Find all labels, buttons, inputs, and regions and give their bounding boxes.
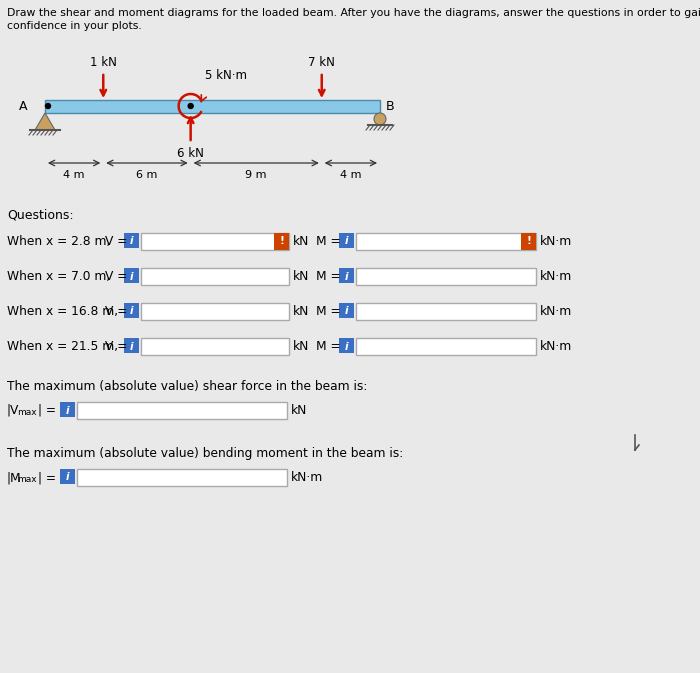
Text: kN·m: kN·m	[540, 305, 573, 318]
Text: 4 m: 4 m	[340, 170, 362, 180]
Text: max: max	[17, 475, 36, 484]
Text: 9 m: 9 m	[246, 170, 267, 180]
Text: i: i	[344, 306, 349, 316]
Bar	[141, 303, 289, 320]
Text: |M: |M	[7, 471, 22, 484]
Text: kN·m: kN·m	[540, 340, 573, 353]
Bar	[274, 233, 289, 250]
Text: M =: M =	[316, 305, 341, 318]
Text: M =: M =	[316, 235, 341, 248]
Text: max: max	[17, 408, 36, 417]
Text: 1 kN: 1 kN	[90, 56, 117, 69]
Text: The maximum (absolute value) bending moment in the beam is:: The maximum (absolute value) bending mom…	[7, 447, 403, 460]
Text: kN: kN	[291, 404, 307, 417]
Text: i: i	[66, 472, 69, 483]
Bar	[45, 100, 380, 113]
Text: i: i	[344, 236, 349, 246]
Text: When x = 21.5 m,: When x = 21.5 m,	[7, 340, 118, 353]
Text: kN: kN	[293, 235, 309, 248]
Bar	[356, 233, 536, 250]
Text: confidence in your plots.: confidence in your plots.	[7, 21, 141, 31]
Text: kN·m: kN·m	[291, 471, 323, 484]
Text: M =: M =	[316, 270, 341, 283]
Bar	[339, 338, 354, 353]
Text: | =: | =	[38, 471, 56, 484]
Text: When x = 2.8 m,: When x = 2.8 m,	[7, 235, 111, 248]
Bar	[77, 469, 287, 486]
Text: i: i	[130, 271, 133, 281]
Text: V =: V =	[105, 340, 127, 353]
Bar	[356, 338, 536, 355]
Text: A: A	[18, 100, 27, 112]
Text: 5 kN·m: 5 kN·m	[204, 69, 246, 82]
Text: Draw the shear and moment diagrams for the loaded beam. After you have the diagr: Draw the shear and moment diagrams for t…	[7, 8, 700, 18]
Circle shape	[46, 104, 50, 108]
Text: i: i	[66, 406, 69, 415]
Bar	[356, 303, 536, 320]
Bar	[339, 268, 354, 283]
Text: i: i	[130, 341, 133, 351]
Circle shape	[188, 104, 193, 108]
Bar	[124, 303, 139, 318]
Text: i: i	[344, 271, 349, 281]
Bar	[141, 268, 289, 285]
Text: 6 kN: 6 kN	[177, 147, 204, 160]
Text: B: B	[386, 100, 395, 112]
Bar	[141, 233, 289, 250]
Bar	[77, 402, 287, 419]
Polygon shape	[35, 113, 55, 130]
Bar	[124, 233, 139, 248]
Bar	[60, 469, 75, 484]
Bar	[124, 338, 139, 353]
Text: V =: V =	[105, 235, 127, 248]
Text: V =: V =	[105, 305, 127, 318]
Text: | =: | =	[38, 404, 56, 417]
Text: |V: |V	[7, 404, 20, 417]
Text: !: !	[279, 236, 284, 246]
Bar	[339, 233, 354, 248]
Text: !: !	[526, 236, 531, 246]
Text: kN·m: kN·m	[540, 235, 573, 248]
Text: 7 kN: 7 kN	[308, 56, 335, 69]
Text: i: i	[130, 306, 133, 316]
Text: kN: kN	[293, 270, 309, 283]
Text: When x = 16.8 m,: When x = 16.8 m,	[7, 305, 118, 318]
Bar	[356, 268, 536, 285]
Text: i: i	[344, 341, 349, 351]
Text: 6 m: 6 m	[136, 170, 158, 180]
Text: kN: kN	[293, 340, 309, 353]
Circle shape	[374, 113, 386, 125]
Text: When x = 7.0 m,: When x = 7.0 m,	[7, 270, 111, 283]
Bar	[521, 233, 536, 250]
Text: i: i	[130, 236, 133, 246]
Text: kN·m: kN·m	[540, 270, 573, 283]
Text: The maximum (absolute value) shear force in the beam is:: The maximum (absolute value) shear force…	[7, 380, 368, 393]
Bar	[60, 402, 75, 417]
Text: Questions:: Questions:	[7, 208, 74, 221]
Text: kN: kN	[293, 305, 309, 318]
Text: M =: M =	[316, 340, 341, 353]
Bar	[124, 268, 139, 283]
Text: V =: V =	[105, 270, 127, 283]
Text: 4 m: 4 m	[64, 170, 85, 180]
Bar	[141, 338, 289, 355]
Bar	[339, 303, 354, 318]
